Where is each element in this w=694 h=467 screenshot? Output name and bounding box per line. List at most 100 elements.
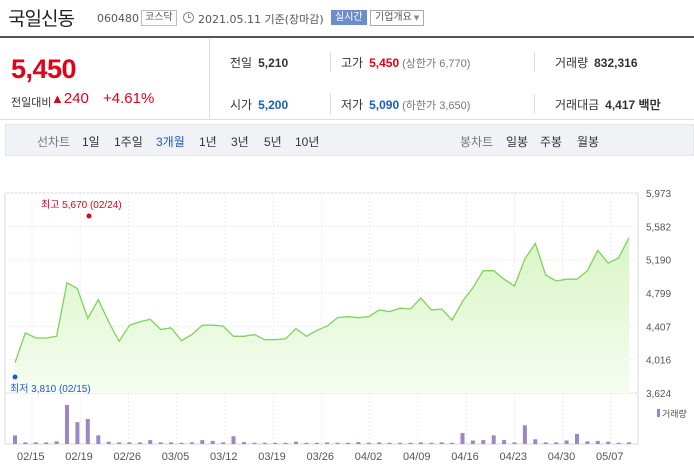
up-arrow-icon: ▲ <box>51 91 64 106</box>
volume-bar <box>450 442 455 444</box>
volume-legend-label: 거래량 <box>662 408 687 419</box>
low-label: 저가 <box>341 98 364 112</box>
x-tick-label: 04/09 <box>403 451 431 463</box>
volume-bar <box>252 442 257 444</box>
volume-bar <box>460 433 465 444</box>
volume-bar <box>117 442 122 444</box>
y-tick-label: 3,624 <box>646 389 671 400</box>
high-label: 고가 <box>341 56 364 70</box>
divider <box>330 52 331 72</box>
divider <box>534 94 535 114</box>
market-badge: 코스닥 <box>141 10 177 26</box>
volume-bar <box>543 442 548 444</box>
candle-chart-label: 봉차트 <box>460 135 494 149</box>
volume-bar <box>366 442 371 444</box>
volume-bar <box>85 419 90 444</box>
volume-bar <box>304 442 309 444</box>
base-date: 2021.05.11 기준(장마감) <box>198 13 324 26</box>
volume-bar <box>377 442 382 444</box>
volume-bar <box>398 442 403 444</box>
volume-legend-swatch <box>657 409 660 417</box>
volume-bar <box>314 442 319 444</box>
tab-monthly[interactable]: 월봉 <box>577 135 600 149</box>
volume-bar <box>533 439 538 444</box>
volume-bar <box>44 442 49 444</box>
company-info-button[interactable]: 기업개요 ▼ <box>370 10 425 26</box>
volume-bar <box>200 440 205 444</box>
high-marker <box>86 213 92 219</box>
upper-limit: (상한가 6,770) <box>402 58 471 70</box>
tab-1d[interactable]: 1일 <box>82 135 100 149</box>
open-value: 5,200 <box>258 98 289 112</box>
y-tick-label: 5,190 <box>646 256 671 267</box>
volume-bar <box>335 442 340 444</box>
trade-amount: 거래대금 4,417 백만 <box>555 96 661 113</box>
volume-label: 거래량 <box>555 56 589 70</box>
tab-3m[interactable]: 3개월 <box>156 135 185 149</box>
amount-label: 거래대금 <box>555 98 600 112</box>
tab-5y[interactable]: 5년 <box>264 135 282 149</box>
tab-3y[interactable]: 3년 <box>231 135 249 149</box>
volume-bar <box>606 441 611 444</box>
volume-bar <box>13 435 17 444</box>
volume-bar <box>241 442 246 445</box>
volume-bar <box>481 440 486 444</box>
x-tick-label: 05/07 <box>596 451 624 463</box>
volume-bar <box>418 442 423 444</box>
stock-name: 국일신동 <box>8 8 75 30</box>
x-tick-label: 04/02 <box>355 451 383 463</box>
x-tick-label: 04/16 <box>451 451 479 463</box>
price-chart: 02/15 02/19 02/26 03/05 03/12 03/19 03/26 04/02… <box>0 180 694 467</box>
y-tick-label: 4,016 <box>646 356 671 367</box>
tab-1y[interactable]: 1년 <box>199 135 217 149</box>
x-tick-label: 04/23 <box>500 451 528 463</box>
y-tick-label: 4,407 <box>646 322 671 333</box>
low-price: 저가 5,090 (하한가 3,650) <box>341 96 470 113</box>
price-line <box>14 237 630 363</box>
current-price: 5,450 <box>11 54 77 84</box>
price-main: 5,450 전일대비 ▲240 +4.61% <box>0 38 210 120</box>
volume-bar <box>231 436 236 444</box>
volume-bar <box>294 441 298 444</box>
line-chart-label: 선차트 <box>37 135 71 149</box>
volume-bar <box>439 442 444 444</box>
volume-bar <box>512 442 517 444</box>
high-label: 최고 5,670 (02/24) <box>41 199 122 211</box>
change-percent: +4.61% <box>103 90 155 107</box>
volume-value: 832,316 <box>594 56 638 70</box>
volume-bar <box>564 440 569 444</box>
price-summary: 5,450 전일대비 ▲240 +4.61% 전일 5,210 고가 5,450 (상… <box>0 36 694 120</box>
x-tick-label: 03/26 <box>307 451 335 463</box>
volume-bar <box>283 442 288 444</box>
volume-bar <box>96 435 101 444</box>
x-tick-label: 03/05 <box>162 451 190 463</box>
volume-bar <box>148 440 153 444</box>
x-tick-label: 02/19 <box>65 451 93 463</box>
y-tick-label: 4,799 <box>646 289 671 300</box>
high-value: 5,450 <box>369 56 400 70</box>
clock-icon <box>183 12 194 23</box>
volume-bar <box>554 442 559 444</box>
volume-bar <box>387 442 392 444</box>
volume-bar <box>137 442 142 444</box>
volume-bar <box>616 442 621 444</box>
tab-weekly[interactable]: 주봉 <box>540 135 563 149</box>
tab-daily[interactable]: 일봉 <box>506 135 529 149</box>
tab-10y[interactable]: 10년 <box>295 135 320 149</box>
volume-bar <box>23 442 28 444</box>
lower-limit: (하한가 3,650) <box>402 100 471 112</box>
low-value: 5,090 <box>369 98 400 112</box>
volume-bar <box>54 441 59 444</box>
volume-bar <box>273 442 278 444</box>
tab-1w[interactable]: 1주일 <box>114 135 143 149</box>
volume-bar <box>522 425 527 444</box>
volume-bar <box>575 433 579 444</box>
volume-bar <box>429 442 434 444</box>
x-tick-label: 03/19 <box>258 451 286 463</box>
volume-bar <box>356 442 361 445</box>
volume-bar <box>627 442 631 444</box>
volume-bar <box>595 440 600 444</box>
volume: 거래량 832,316 <box>555 54 638 71</box>
realtime-button[interactable]: 실시간 <box>331 10 367 25</box>
divider <box>534 52 535 72</box>
